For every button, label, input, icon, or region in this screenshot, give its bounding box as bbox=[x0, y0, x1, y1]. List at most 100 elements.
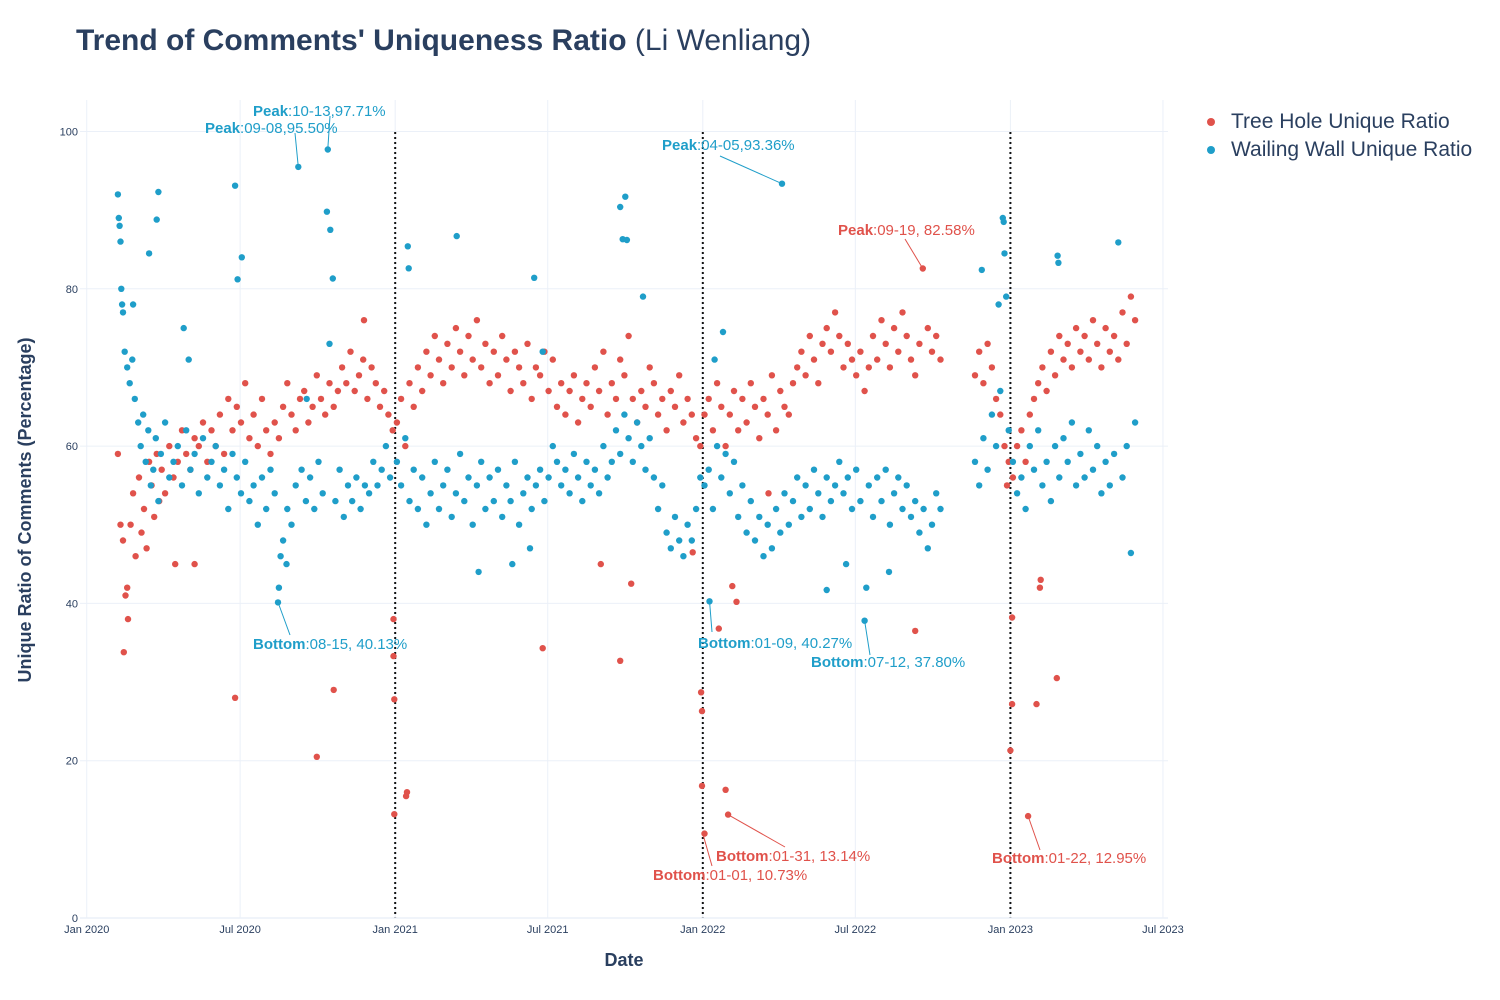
data-point bbox=[475, 568, 482, 576]
data-point bbox=[482, 505, 489, 513]
data-point bbox=[885, 568, 893, 576]
data-points bbox=[114, 146, 1139, 837]
data-point bbox=[1030, 466, 1038, 473]
data-point bbox=[490, 348, 497, 355]
data-point bbox=[353, 474, 360, 481]
data-point bbox=[288, 411, 295, 418]
data-point bbox=[916, 529, 923, 536]
data-point bbox=[536, 372, 544, 379]
data-point bbox=[277, 553, 284, 560]
data-point bbox=[150, 466, 157, 473]
data-point bbox=[435, 505, 443, 513]
data-point bbox=[874, 356, 881, 363]
data-point bbox=[288, 521, 295, 528]
data-point bbox=[663, 529, 670, 536]
legend-item-wailing-wall[interactable]: Wailing Wall Unique Ratio bbox=[1205, 136, 1472, 164]
data-point bbox=[633, 419, 641, 426]
data-point bbox=[237, 419, 245, 426]
data-point bbox=[378, 466, 385, 473]
data-point bbox=[499, 332, 506, 340]
data-point bbox=[815, 380, 822, 387]
data-point bbox=[1098, 490, 1105, 497]
data-point bbox=[520, 490, 527, 497]
data-point bbox=[937, 356, 944, 363]
data-point bbox=[271, 490, 278, 497]
data-point bbox=[810, 466, 818, 473]
data-point bbox=[137, 442, 144, 450]
data-point bbox=[195, 442, 202, 450]
legend[interactable]: Tree Hole Unique Ratio Wailing Wall Uniq… bbox=[1205, 108, 1472, 164]
data-point bbox=[1001, 250, 1008, 257]
data-point bbox=[295, 163, 302, 171]
data-point bbox=[161, 419, 169, 426]
data-point bbox=[621, 411, 628, 418]
data-point bbox=[486, 474, 493, 481]
data-point bbox=[1035, 380, 1042, 387]
data-point bbox=[539, 645, 546, 652]
data-point bbox=[549, 442, 556, 450]
data-point bbox=[397, 395, 405, 403]
data-point bbox=[739, 482, 746, 489]
data-point bbox=[152, 435, 159, 442]
x-axis-title: Date bbox=[604, 950, 643, 970]
data-point bbox=[494, 466, 502, 473]
data-point bbox=[1000, 218, 1007, 226]
data-point bbox=[302, 497, 310, 505]
data-point bbox=[284, 505, 291, 513]
x-tick-label: Jul 2021 bbox=[527, 924, 569, 936]
data-point bbox=[680, 553, 687, 560]
data-point bbox=[389, 427, 396, 434]
data-point bbox=[1068, 364, 1076, 371]
data-point bbox=[402, 435, 409, 442]
data-point bbox=[1131, 317, 1139, 324]
data-point bbox=[764, 521, 771, 528]
data-point bbox=[431, 458, 438, 465]
data-point bbox=[129, 301, 137, 308]
data-point bbox=[698, 782, 706, 790]
data-point bbox=[698, 707, 706, 715]
data-point bbox=[183, 450, 190, 458]
data-point bbox=[617, 657, 624, 664]
data-point bbox=[730, 458, 738, 465]
data-point bbox=[1035, 427, 1042, 434]
data-point bbox=[739, 395, 746, 403]
data-point bbox=[1003, 482, 1011, 489]
annotation-arrow bbox=[1027, 815, 1041, 851]
data-point bbox=[532, 364, 540, 371]
data-point bbox=[1055, 259, 1062, 266]
data-point bbox=[469, 356, 476, 363]
data-point bbox=[591, 364, 599, 371]
data-point bbox=[344, 482, 352, 489]
data-point bbox=[600, 348, 607, 355]
data-point bbox=[155, 497, 162, 505]
data-point bbox=[612, 395, 620, 403]
data-point bbox=[735, 427, 742, 434]
data-point bbox=[393, 458, 401, 465]
data-point bbox=[263, 505, 270, 513]
data-point bbox=[138, 529, 145, 536]
data-point bbox=[933, 332, 940, 340]
data-point bbox=[654, 505, 662, 513]
data-point bbox=[667, 387, 674, 395]
legend-item-tree-hole[interactable]: Tree Hole Unique Ratio bbox=[1205, 108, 1472, 136]
data-point bbox=[410, 466, 417, 473]
data-point bbox=[296, 395, 304, 403]
data-point bbox=[638, 442, 645, 450]
data-point bbox=[313, 372, 320, 379]
annotation-arrow bbox=[709, 601, 713, 633]
data-point bbox=[916, 340, 923, 347]
data-point bbox=[404, 243, 411, 250]
data-point bbox=[549, 356, 556, 363]
data-point bbox=[1127, 293, 1135, 300]
data-point bbox=[220, 450, 228, 458]
data-point bbox=[1102, 324, 1109, 332]
data-point bbox=[980, 380, 987, 387]
data-point bbox=[919, 265, 926, 272]
data-point bbox=[781, 490, 788, 497]
data-point bbox=[984, 340, 991, 347]
data-point bbox=[806, 505, 813, 513]
data-point bbox=[225, 395, 232, 403]
data-point bbox=[185, 356, 192, 363]
data-point bbox=[357, 505, 364, 513]
data-point bbox=[229, 427, 236, 434]
